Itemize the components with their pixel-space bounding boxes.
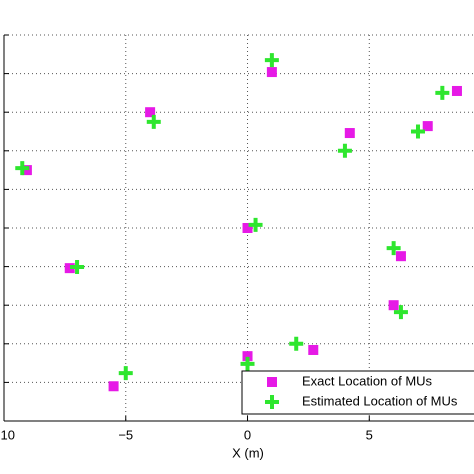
point xyxy=(344,128,355,139)
point xyxy=(422,121,433,132)
x-tick-label: −10 xyxy=(0,427,15,442)
x-axis-label: X (m) xyxy=(232,445,264,460)
point xyxy=(242,351,253,362)
point xyxy=(240,356,255,371)
point xyxy=(386,241,401,256)
point xyxy=(393,305,408,320)
legend-label: Estimated Location of MUs xyxy=(302,393,458,408)
point xyxy=(395,251,406,262)
x-tick-label: 0 xyxy=(244,427,251,442)
point xyxy=(70,259,85,274)
point xyxy=(248,217,263,232)
point xyxy=(264,53,279,68)
point xyxy=(64,263,75,274)
point xyxy=(242,223,253,233)
point xyxy=(118,366,133,381)
legend-label: Exact Location of MUs xyxy=(302,373,433,388)
point xyxy=(410,124,425,139)
point xyxy=(266,67,277,78)
point xyxy=(308,344,319,355)
point xyxy=(435,85,450,100)
point xyxy=(267,377,277,387)
legend-box xyxy=(241,370,474,415)
point xyxy=(337,143,352,158)
point xyxy=(146,114,161,129)
point xyxy=(108,381,119,392)
point xyxy=(451,85,462,96)
x-tick-label: −5 xyxy=(118,427,133,442)
point xyxy=(265,395,279,409)
point xyxy=(145,107,156,118)
point xyxy=(15,161,30,176)
point xyxy=(289,336,304,351)
x-tick-label: 5 xyxy=(366,427,373,442)
point xyxy=(388,300,399,311)
